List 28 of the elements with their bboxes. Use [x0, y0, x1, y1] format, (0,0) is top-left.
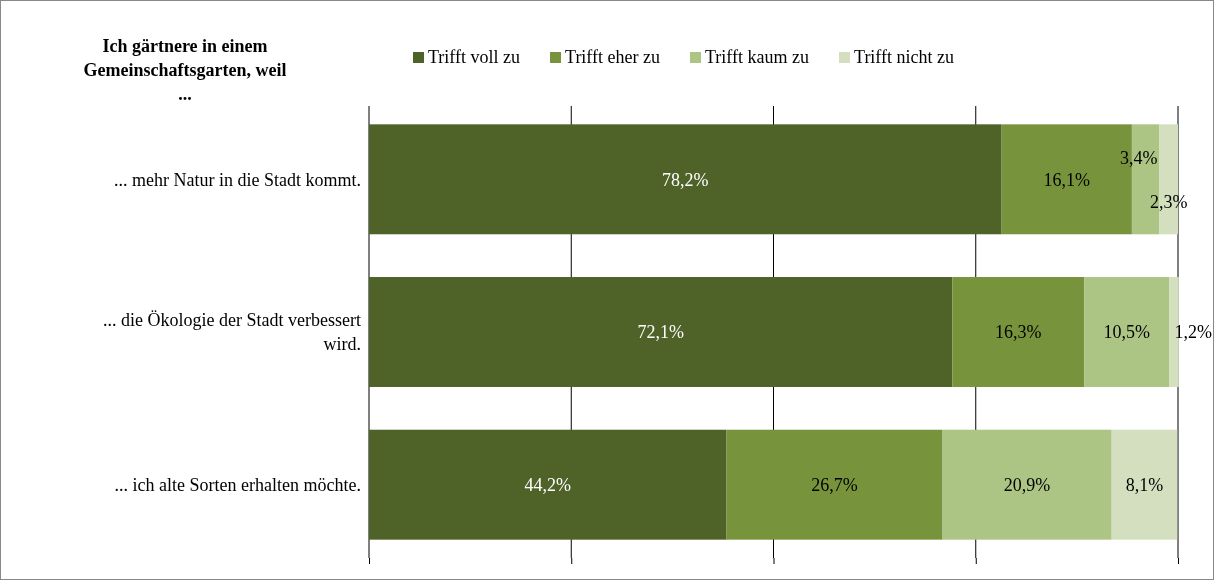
bar	[1084, 277, 1170, 387]
data-label: 10,5%	[1103, 322, 1150, 343]
bar	[369, 124, 1002, 235]
data-label: 3,4%	[1119, 147, 1158, 168]
data-label: 2,3%	[1149, 191, 1188, 212]
bar	[726, 429, 943, 540]
legend-label: Trifft eher zu	[565, 47, 660, 68]
data-label: 20,9%	[1003, 475, 1051, 495]
legend-label: Trifft kaum zu	[705, 47, 810, 68]
y-tick-label: ... die Ökologie der Stadt verbessert wird.	[103, 310, 361, 355]
y-tick-label: ... mehr Natur in die Stadt kommt.	[114, 169, 361, 190]
bar	[1111, 429, 1178, 540]
data-label: 72,1%	[637, 322, 684, 343]
y-tick-label: ... ich alte Sorten erhalten möchte.	[114, 475, 361, 495]
bar	[942, 429, 1112, 540]
data-label: 16,3%	[994, 322, 1042, 343]
data-label: 8,1%	[1125, 475, 1164, 495]
data-label: 26,7%	[811, 475, 858, 495]
data-label: 16,1%	[1043, 169, 1091, 190]
data-label: 44,2%	[524, 475, 572, 495]
legend-label: Trifft voll zu	[428, 47, 521, 68]
bar	[369, 277, 953, 387]
data-label: 1,2%	[1174, 322, 1212, 343]
text: Ich gärtnere in einem Gemeinschaftsgarten, weil ...	[83, 36, 287, 104]
data-label: 78,2%	[662, 169, 709, 190]
legend-label: Trifft nicht zu	[854, 47, 955, 68]
bar	[952, 277, 1085, 387]
bar	[369, 429, 727, 540]
